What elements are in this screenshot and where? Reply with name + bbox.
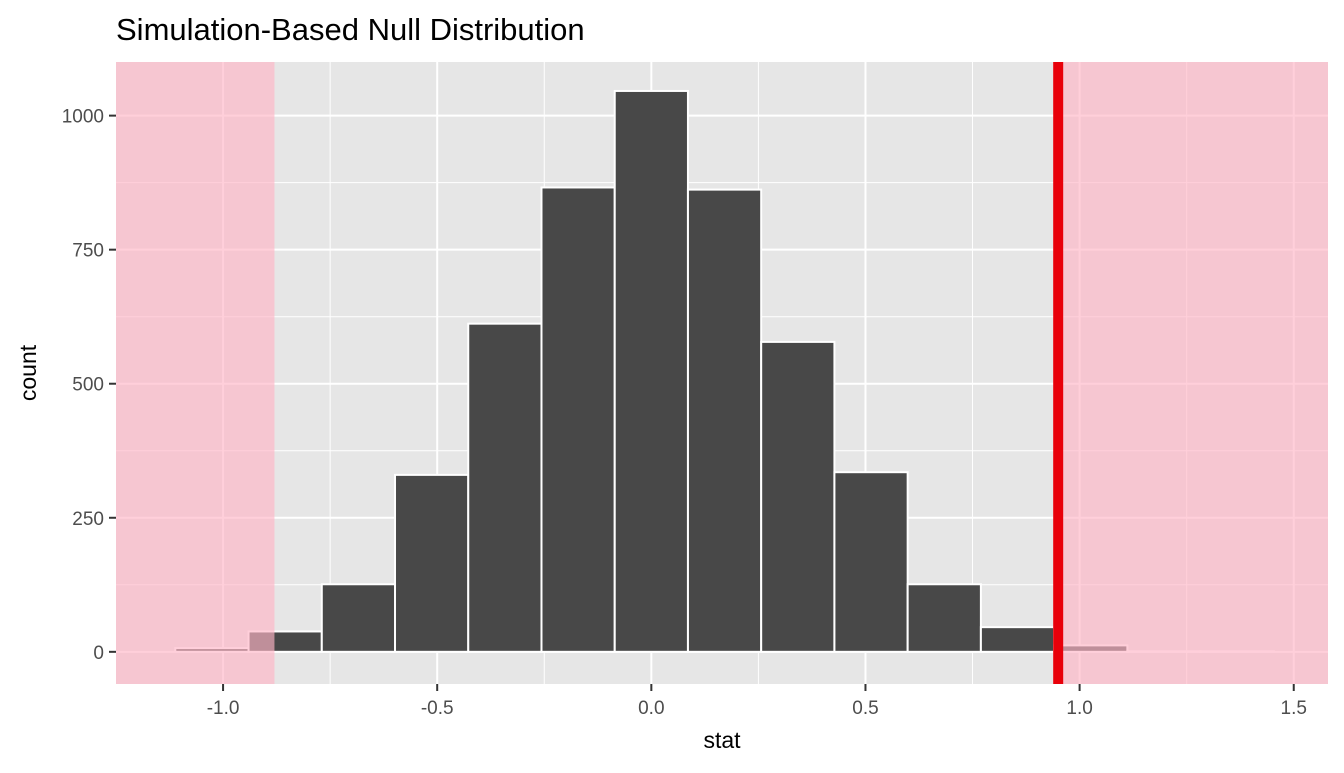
histogram-bar [834, 472, 907, 652]
histogram-bar [468, 324, 541, 652]
histogram-bar [761, 342, 834, 652]
x-axis-title: stat [703, 727, 741, 753]
x-tick-label: 0.5 [852, 698, 878, 719]
histogram-bar [688, 190, 761, 652]
shaded-region [116, 62, 274, 684]
histogram-bar [541, 187, 614, 651]
y-tick-label: 500 [72, 375, 104, 396]
x-tick-label: -0.5 [421, 698, 454, 719]
shaded-region [1058, 62, 1328, 684]
histogram-bar [395, 475, 468, 652]
y-axis: 0 250 500 750 1000 [62, 107, 116, 664]
histogram-bar [908, 584, 981, 652]
y-tick-label: 250 [72, 509, 104, 530]
x-tick-label: 0.0 [638, 698, 664, 719]
y-tick-label: 1000 [62, 107, 104, 128]
y-tick-label: 750 [72, 241, 104, 262]
histogram-bar [615, 91, 688, 652]
y-tick-label: 0 [93, 643, 104, 664]
x-axis: -1.0 -0.5 0.0 0.5 1.0 1.5 [207, 684, 1307, 719]
x-tick-label: 1.0 [1066, 698, 1092, 719]
chart-title: Simulation-Based Null Distribution [116, 12, 585, 47]
x-tick-label: 1.5 [1281, 698, 1307, 719]
histogram-bar [981, 627, 1054, 652]
histogram-bar [322, 584, 395, 652]
y-axis-title: count [15, 344, 41, 401]
x-tick-label: -1.0 [207, 698, 240, 719]
